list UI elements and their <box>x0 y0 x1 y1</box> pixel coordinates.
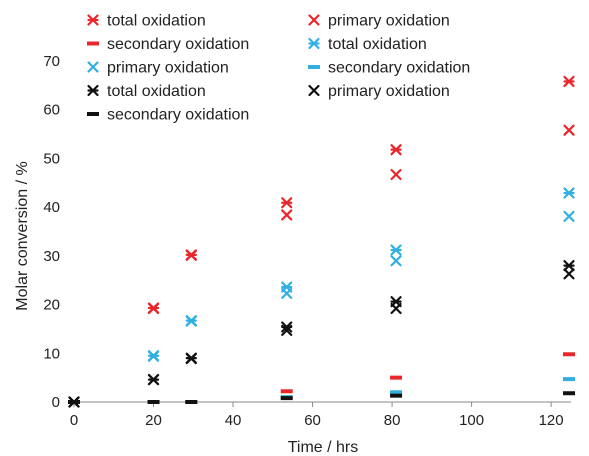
data-point <box>390 144 402 156</box>
legend-label: primary oxidation <box>328 83 450 100</box>
x-tick-label: 100 <box>459 412 484 429</box>
data-point <box>563 260 575 272</box>
series-1 <box>68 75 575 408</box>
data-point <box>563 352 576 357</box>
legend-item: secondary oxidation <box>87 36 249 53</box>
legend-label: total oxidation <box>107 13 206 30</box>
y-axis-title: Molar conversion / % <box>14 161 31 310</box>
legend-marker <box>87 61 99 73</box>
data-point <box>281 324 293 336</box>
legend-marker <box>87 41 99 46</box>
data-point <box>390 244 402 256</box>
legend-marker <box>87 112 99 116</box>
data-point <box>280 389 293 394</box>
x-tick-label: 40 <box>225 412 242 429</box>
data-point <box>185 353 197 365</box>
legend-label: secondary oxidation <box>328 60 470 77</box>
legend-item: primary oxidation <box>87 60 229 77</box>
series-8 <box>68 268 575 408</box>
legend-marker <box>87 84 99 97</box>
data-point <box>147 400 160 404</box>
legend-item: primary oxidation <box>308 13 450 30</box>
y-tick-label: 20 <box>43 297 60 314</box>
series-4 <box>68 187 575 408</box>
y-tick-label: 60 <box>43 102 60 119</box>
legend-label: primary oxidation <box>107 60 229 77</box>
data-point <box>563 187 575 199</box>
series-5 <box>68 210 575 408</box>
data-point <box>147 350 160 362</box>
data-point <box>563 124 575 136</box>
y-tick-label: 40 <box>43 199 60 216</box>
legend-label: total oxidation <box>328 36 427 53</box>
x-tick-label: 120 <box>539 412 564 429</box>
legend-item: total oxidation <box>87 83 206 100</box>
legend-item: total oxidation <box>308 36 427 53</box>
legend-marker <box>308 14 320 26</box>
y-tick-label: 50 <box>43 150 60 167</box>
data-point <box>390 390 403 395</box>
data-marks <box>68 75 576 408</box>
data-point <box>390 302 402 315</box>
series-9 <box>68 391 576 404</box>
data-point <box>390 255 402 267</box>
data-point <box>390 393 403 398</box>
x-tick-label: 0 <box>70 412 78 429</box>
data-point <box>68 400 80 404</box>
x-tick-label: 20 <box>145 412 162 429</box>
axes: 0 10 20 30 40 50 60 70 0 20 40 60 80 100 120 <box>43 53 571 429</box>
legend-label: secondary oxidation <box>107 107 249 124</box>
data-point <box>185 315 197 327</box>
legend-item: primary oxidation <box>308 83 450 100</box>
data-point <box>147 373 160 386</box>
legend: total oxidation primary oxidation secondar… <box>87 13 470 124</box>
data-point <box>563 210 575 222</box>
legend-marker <box>308 65 320 69</box>
data-point <box>147 302 160 315</box>
data-point <box>563 391 576 396</box>
data-point <box>563 268 575 280</box>
x-axis-title: Time / hrs <box>288 439 359 456</box>
legend-item: secondary oxidation <box>308 60 470 77</box>
legend-label: secondary oxidation <box>107 36 249 53</box>
legend-label: primary oxidation <box>328 13 450 30</box>
legend-marker <box>87 14 99 26</box>
legend-marker <box>308 84 320 97</box>
legend-label: total oxidation <box>107 83 206 100</box>
data-point <box>390 375 403 380</box>
data-point <box>185 400 198 404</box>
data-point <box>563 377 576 382</box>
data-point <box>281 209 293 221</box>
y-tick-label: 70 <box>43 53 60 70</box>
x-tick-label: 60 <box>304 412 321 429</box>
y-tick-label: 10 <box>43 345 60 362</box>
legend-item: secondary oxidation <box>87 107 249 124</box>
y-tick-label: 0 <box>52 394 60 411</box>
data-point <box>563 75 575 88</box>
y-tick-label: 30 <box>43 248 60 265</box>
data-point <box>185 249 197 261</box>
series-3 <box>68 352 576 404</box>
legend-item: total oxidation <box>87 13 206 30</box>
data-point <box>281 197 293 209</box>
legend-marker <box>308 37 320 50</box>
x-tick-label: 80 <box>384 412 401 429</box>
data-point <box>390 168 402 181</box>
data-point <box>281 287 293 299</box>
series-2 <box>68 124 575 408</box>
series-7 <box>68 260 575 408</box>
data-point <box>280 396 293 401</box>
series-6 <box>68 377 576 404</box>
